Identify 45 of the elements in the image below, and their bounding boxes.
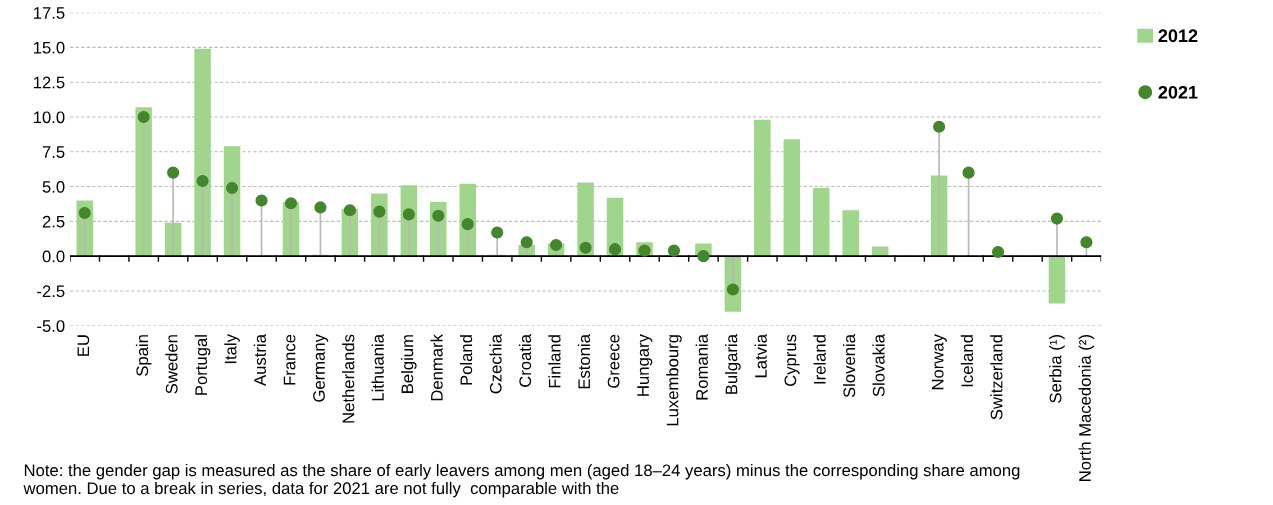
x-tick-label: Italy: [224, 334, 240, 364]
y-tick-label: 12.5: [33, 76, 65, 89]
x-tick-label: Luxembourg: [666, 335, 682, 426]
y-tick-label: 0.0: [42, 250, 65, 263]
x-tick-label: Romania: [695, 334, 708, 400]
x-tick-label: Norway: [931, 334, 947, 390]
x-tick-label: Switzerland: [990, 335, 1003, 420]
x-tick-label: Spain: [135, 335, 152, 376]
x-tick-label: Ireland: [813, 335, 826, 384]
x-tick-label: Belgium: [401, 335, 417, 393]
x-tick-label: Hungary: [637, 334, 653, 396]
x-tick-label: Czechia: [489, 334, 502, 394]
x-tick-label: Austria: [253, 334, 266, 386]
y-tick-label: 17.5: [33, 7, 65, 19]
x-tick-label: North Macedonia (²): [1078, 335, 1095, 481]
y-tick-label: 5.0: [42, 180, 65, 193]
text: Note: the gender gap is measured as the share of early leavers among men (aged 18–24 years) minus the corresponding share among women. Due to a break in series, data for 2021 are not fully comparable with the: [23, 463, 1020, 498]
x-tick-label: France: [283, 334, 296, 385]
legend-label: 2012: [1158, 29, 1198, 43]
x-tick-label: Netherlands: [342, 334, 355, 423]
y-tick-label: 15.0: [33, 41, 65, 54]
x-tick-label: Bulgaria: [725, 334, 741, 394]
y-tick-label: 7.5: [42, 146, 65, 158]
x-tick-label: Lithuania: [371, 334, 384, 401]
y-tick-label: 2.5: [42, 215, 65, 228]
x-tick-label: Croatia: [518, 334, 532, 387]
x-tick-label: Finland: [548, 335, 561, 388]
x-tick-label: Portugal: [194, 335, 211, 395]
y-tick-label: -2.5: [37, 285, 65, 298]
y-tick-label: 10.0: [33, 111, 65, 124]
x-tick-label: EU: [77, 335, 90, 356]
x-tick-label: Iceland: [960, 335, 974, 387]
x-tick-label: Latvia: [754, 334, 767, 378]
x-tick-label: Estonia: [577, 334, 591, 389]
y-tick-label: -5.0: [37, 320, 65, 332]
x-tick-label: Germany: [313, 334, 329, 402]
legend-label: 2021: [1158, 85, 1198, 99]
x-tick-label: Slovakia: [872, 334, 885, 397]
x-tick-label: Greece: [607, 334, 620, 388]
x-tick-label: Poland: [459, 335, 473, 385]
x-tick-label: Serbia (¹): [1049, 335, 1065, 403]
x-tick-label: Cyprus: [784, 334, 800, 386]
x-tick-label: Denmark: [430, 334, 443, 401]
x-tick-label: Slovenia: [842, 334, 856, 398]
x-tick-label: Sweden: [165, 335, 178, 394]
